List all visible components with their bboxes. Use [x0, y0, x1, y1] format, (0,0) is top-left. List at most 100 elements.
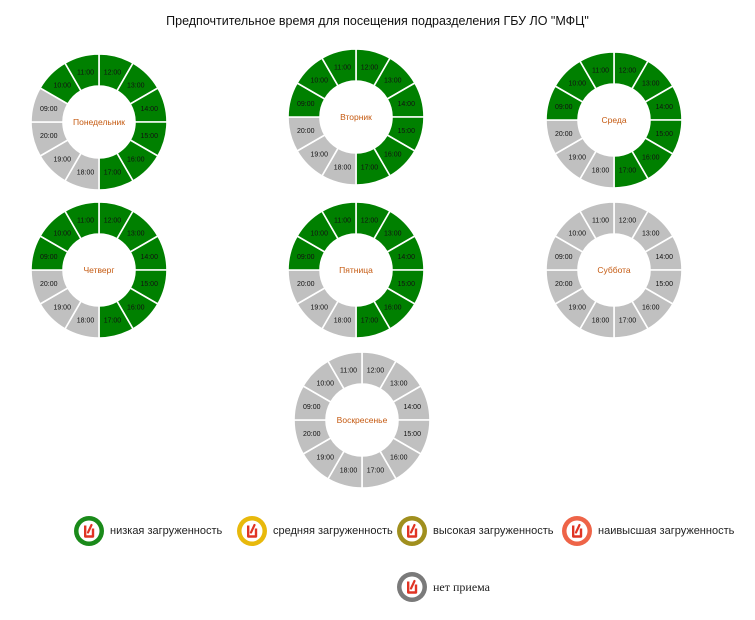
mfc-logo-icon: [237, 516, 267, 546]
hour-label: 11:00: [334, 64, 351, 71]
legend-item-medium: средняя загруженность: [236, 515, 393, 547]
hour-label: 15:00: [397, 128, 415, 135]
hour-label: 17:00: [104, 318, 122, 325]
hour-label: 10:00: [310, 78, 328, 85]
hour-label: 13:00: [384, 231, 402, 238]
hour-label: 16:00: [127, 304, 145, 311]
hour-label: 18:00: [592, 168, 610, 175]
legend-item-low: низкая загруженность: [73, 515, 222, 547]
hour-label: 13:00: [390, 381, 408, 388]
hour-label: 16:00: [127, 156, 145, 163]
hour-label: 17:00: [104, 170, 122, 177]
hour-label: 20:00: [297, 281, 315, 288]
day-label: Суббота: [597, 265, 631, 275]
hour-label: 15:00: [655, 131, 673, 138]
hour-label: 19:00: [568, 304, 586, 311]
hour-label: 13:00: [642, 231, 660, 238]
hour-label: 10:00: [568, 231, 586, 238]
donut-chart: 12:00 13:00 14:00 15:00 16:00 17:00 18:00 19:00…: [30, 201, 168, 339]
donut-chart: 12:00 13:00 14:00 15:00 16:00 17:00 18:00 19:00…: [545, 51, 683, 189]
hour-label: 09:00: [297, 101, 315, 108]
legend-item-highest: наивысшая загруженность: [561, 515, 734, 547]
hour-label: 20:00: [555, 281, 573, 288]
hour-label: 14:00: [655, 104, 673, 111]
hour-label: 11:00: [592, 217, 609, 224]
hour-label: 10:00: [568, 81, 586, 88]
hour-label: 13:00: [127, 83, 145, 90]
hour-label: 18:00: [334, 165, 352, 172]
hour-label: 10:00: [310, 231, 328, 238]
hour-label: 18:00: [340, 468, 358, 475]
mfc-logo-icon: [397, 516, 427, 546]
day-label: Воскресенье: [337, 415, 388, 425]
day-label: Четверг: [84, 265, 115, 275]
hour-label: 09:00: [555, 254, 573, 261]
hour-label: 09:00: [40, 254, 58, 261]
donut-chart: 12:00 13:00 14:00 15:00 16:00 17:00 18:00 19:00…: [293, 351, 431, 489]
hour-label: 12:00: [361, 217, 379, 224]
hour-label: 16:00: [642, 304, 660, 311]
hour-label: 10:00: [316, 381, 334, 388]
hour-label: 18:00: [77, 170, 95, 177]
mfc-logo-icon: [74, 516, 104, 546]
hour-label: 19:00: [53, 304, 71, 311]
hour-label: 12:00: [104, 69, 122, 76]
day-label: Среда: [601, 115, 626, 125]
hour-label: 17:00: [361, 318, 379, 325]
hour-label: 15:00: [140, 133, 158, 140]
donut-segment: [320, 201, 357, 240]
hour-label: 19:00: [310, 304, 328, 311]
legend-label: высокая загруженность: [433, 525, 554, 537]
hour-label: 10:00: [53, 83, 71, 90]
hour-label: 17:00: [619, 168, 637, 175]
hour-label: 15:00: [403, 431, 421, 438]
donut-segment: [326, 351, 363, 390]
hour-label: 09:00: [303, 404, 321, 411]
mfc-logo-icon: [562, 516, 592, 546]
hour-label: 20:00: [303, 431, 321, 438]
hour-label: 13:00: [642, 81, 660, 88]
hour-label: 15:00: [655, 281, 673, 288]
hour-label: 20:00: [555, 131, 573, 138]
legend-label: нет приема: [433, 579, 490, 594]
hour-label: 10:00: [53, 231, 71, 238]
hour-label: 18:00: [592, 318, 610, 325]
hour-label: 11:00: [592, 67, 609, 74]
hour-label: 15:00: [397, 281, 415, 288]
hour-label: 15:00: [140, 281, 158, 288]
hour-label: 18:00: [334, 318, 352, 325]
hour-label: 12:00: [367, 367, 385, 374]
day-label: Вторник: [340, 112, 372, 122]
hour-label: 18:00: [77, 318, 95, 325]
donut-segment: [320, 48, 357, 87]
hour-label: 14:00: [397, 101, 415, 108]
hour-label: 17:00: [367, 468, 385, 475]
hour-label: 19:00: [310, 151, 328, 158]
donut-chart: 12:00 13:00 14:00 15:00 16:00 17:00 18:00 19:00…: [287, 201, 425, 339]
donut-segment: [578, 51, 615, 90]
hour-label: 09:00: [297, 254, 315, 261]
page-title: Предпочтительное время для посещения под…: [166, 14, 589, 28]
hour-label: 19:00: [316, 454, 334, 461]
hour-label: 12:00: [361, 64, 379, 71]
hour-label: 17:00: [361, 165, 379, 172]
hour-label: 12:00: [619, 67, 637, 74]
hour-label: 11:00: [77, 217, 94, 224]
hour-label: 16:00: [390, 454, 408, 461]
hour-label: 12:00: [619, 217, 637, 224]
donut-segment: [578, 201, 615, 240]
hour-label: 09:00: [40, 106, 58, 113]
hour-label: 11:00: [334, 217, 351, 224]
legend-label: средняя загруженность: [273, 525, 393, 537]
day-label: Понедельник: [73, 117, 125, 127]
donut-chart: 12:00 13:00 14:00 15:00 16:00 17:00 18:00 19:00…: [545, 201, 683, 339]
legend-item-closed: нет приема: [396, 571, 490, 603]
donut-segment: [63, 201, 100, 240]
hour-label: 20:00: [297, 128, 315, 135]
hour-label: 14:00: [140, 254, 158, 261]
hour-label: 14:00: [397, 254, 415, 261]
hour-label: 16:00: [642, 154, 660, 161]
hour-label: 11:00: [340, 367, 357, 374]
hour-label: 12:00: [104, 217, 122, 224]
day-label: Пятница: [339, 265, 373, 275]
